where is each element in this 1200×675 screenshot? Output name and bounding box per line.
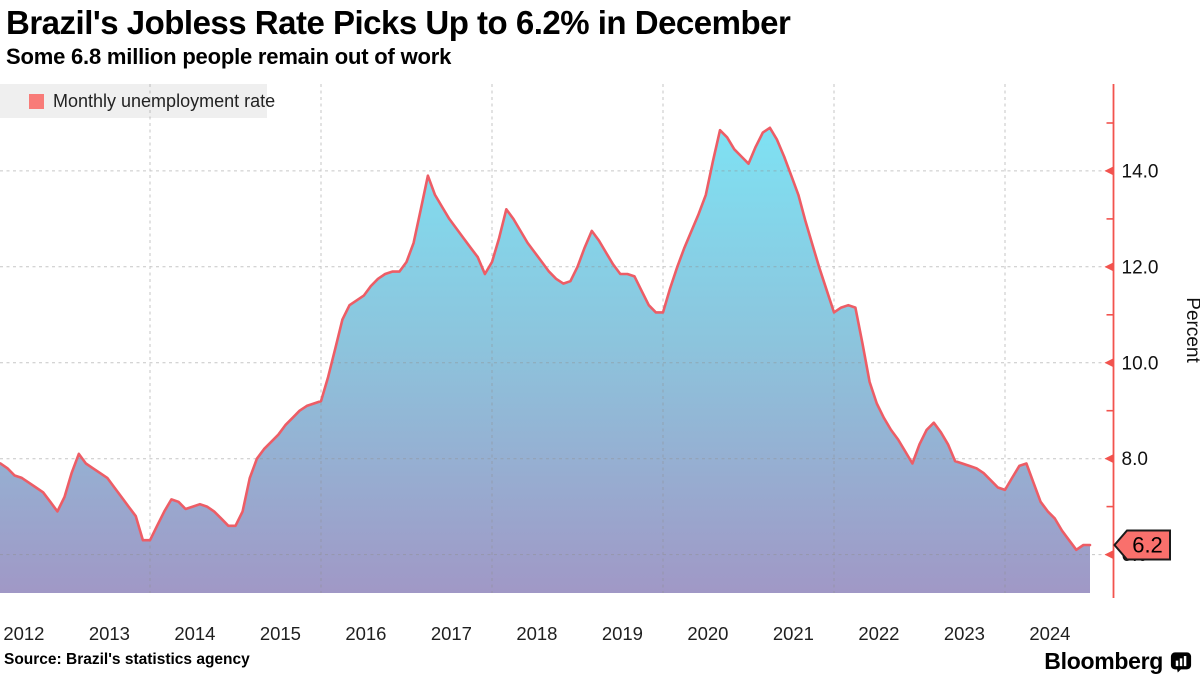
y-tick-label: 12.0 bbox=[1122, 257, 1159, 278]
x-tick-label: 2014 bbox=[174, 623, 215, 644]
page-title: Brazil's Jobless Rate Picks Up to 6.2% i… bbox=[6, 4, 791, 41]
bloomberg-branding: Bloomberg bbox=[1044, 648, 1192, 675]
gridlines bbox=[0, 84, 1114, 593]
y-tick-label: 10.0 bbox=[1122, 353, 1159, 374]
x-tick-label: 2024 bbox=[1029, 623, 1070, 644]
current-value-label: 6.2 bbox=[1132, 533, 1163, 558]
x-tick-label: 2021 bbox=[773, 623, 814, 644]
y-major-tick bbox=[1104, 262, 1114, 272]
y-tick-label: 14.0 bbox=[1122, 161, 1159, 182]
x-tick-label: 2012 bbox=[3, 623, 44, 644]
x-tick-label: 2020 bbox=[687, 623, 728, 644]
area-fill bbox=[0, 127, 1090, 593]
source-note: Source: Brazil's statistics agency bbox=[4, 651, 250, 668]
page-subtitle: Some 6.8 million people remain out of wo… bbox=[6, 44, 452, 69]
y-major-tick bbox=[1104, 454, 1114, 464]
x-tick-label: 2017 bbox=[431, 623, 472, 644]
x-tick-label: 2022 bbox=[858, 623, 899, 644]
legend-swatch-icon bbox=[29, 93, 44, 109]
y-major-tick bbox=[1104, 166, 1114, 176]
x-tick-label: 2019 bbox=[602, 623, 643, 644]
x-tick-label: 2023 bbox=[944, 623, 985, 644]
bloomberg-logo-text: Bloomberg bbox=[1044, 648, 1163, 674]
unemployment-rate-line bbox=[0, 126, 1092, 552]
y-major-tick bbox=[1104, 358, 1114, 368]
x-tick-label: 2018 bbox=[516, 623, 557, 644]
legend-label: Monthly unemployment rate bbox=[53, 90, 276, 111]
y-tick-label: 6.0 bbox=[1122, 545, 1148, 566]
x-tick-label: 2013 bbox=[89, 623, 130, 644]
legend: Monthly unemployment rate bbox=[0, 84, 275, 118]
bloomberg-terminal-icon bbox=[1170, 651, 1192, 673]
current-value-tag: 6.2 bbox=[1113, 529, 1171, 561]
y-major-tick bbox=[1104, 550, 1114, 560]
x-tick-label: 2015 bbox=[260, 623, 301, 644]
x-tick-label: 2016 bbox=[345, 623, 386, 644]
y-axis-title: Percent bbox=[1182, 297, 1200, 363]
y-tick-label: 8.0 bbox=[1122, 449, 1148, 470]
